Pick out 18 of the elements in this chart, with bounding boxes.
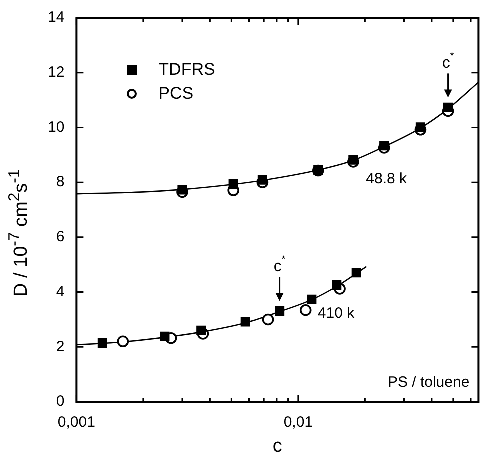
- legend-label: TDFRS: [158, 60, 216, 80]
- y-tick-label: 4: [56, 283, 65, 300]
- x-tick-label: 0,001: [58, 414, 96, 432]
- x-tick-label: 0,01: [284, 414, 314, 432]
- y-tick-label: 12: [48, 64, 65, 81]
- annotation: c*: [274, 254, 286, 276]
- annotation: 410 k: [318, 305, 356, 322]
- annotation: c*: [442, 51, 454, 72]
- legend-label: PCS: [158, 84, 194, 104]
- annotation: PS / toluene: [388, 374, 470, 392]
- y-tick-label: 2: [56, 338, 65, 356]
- y-tick-label: 14: [48, 9, 65, 26]
- y-tick-label: 6: [56, 228, 65, 246]
- x-axis-title: c: [272, 436, 284, 458]
- y-tick-label: 0: [56, 393, 65, 410]
- annotation: 48.8 k: [366, 170, 408, 188]
- y-tick-label: 10: [48, 118, 65, 136]
- y-tick-label: 8: [56, 174, 65, 191]
